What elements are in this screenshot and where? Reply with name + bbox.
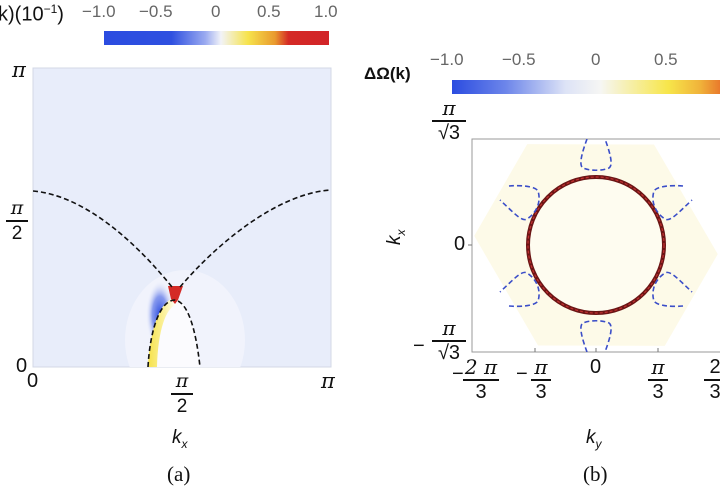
ytick-b-bottom: π √3 [432,318,466,364]
colorbar-a-tick: 0 [211,2,221,21]
xtick-b: π 3 [531,357,551,403]
xtick-a-left: 0 [27,370,39,392]
ytick-b-bottom-sign: − [413,335,425,357]
ytick-a-mid: π 2 [6,198,28,244]
ytick-b-mid: 0 [454,233,466,255]
colorbar-a-tick: 0.5 [257,2,281,21]
xtick-b: π 3 [648,357,668,403]
colorbar-b-label: ΔΩ(k) [364,64,411,83]
xtick-b-zero: 0 [590,356,602,378]
xtick-b-sign: − [452,363,464,385]
ytick-b-top: π √3 [432,98,466,144]
xtick-a-right: π [321,369,335,393]
colorbar-b-tick: 0 [591,50,601,69]
colorbar-a-tick: −0.5 [139,2,173,21]
xtick-b: 2 π 3 [463,355,499,403]
colorbar-a-tick: 1.0 [314,2,338,21]
xtick-b-sign: − [516,363,528,385]
caption-b: (b) [583,462,608,486]
xlabel-b: ky [586,427,602,451]
caption-a: (a) [167,462,191,486]
colorbar-b-tick: −1.0 [430,50,464,69]
colorbar-a [104,31,329,45]
ylabel-b: kx [384,229,408,246]
colorbar-b-tick: −0.5 [502,50,536,69]
xtick-b: 2 3 [704,357,720,403]
ytick-a-bottom: 0 [16,355,28,377]
colorbar-b-tick: 0.5 [654,50,678,69]
colorbar-a-label: k)(10−1) [0,2,64,26]
xtick-a-mid: π 2 [171,371,193,417]
xlabel-a: kx [172,427,188,451]
ytick-a-top: π [12,58,26,82]
colorbar-b [452,80,720,94]
colorbar-a-tick: −1.0 [82,2,116,21]
